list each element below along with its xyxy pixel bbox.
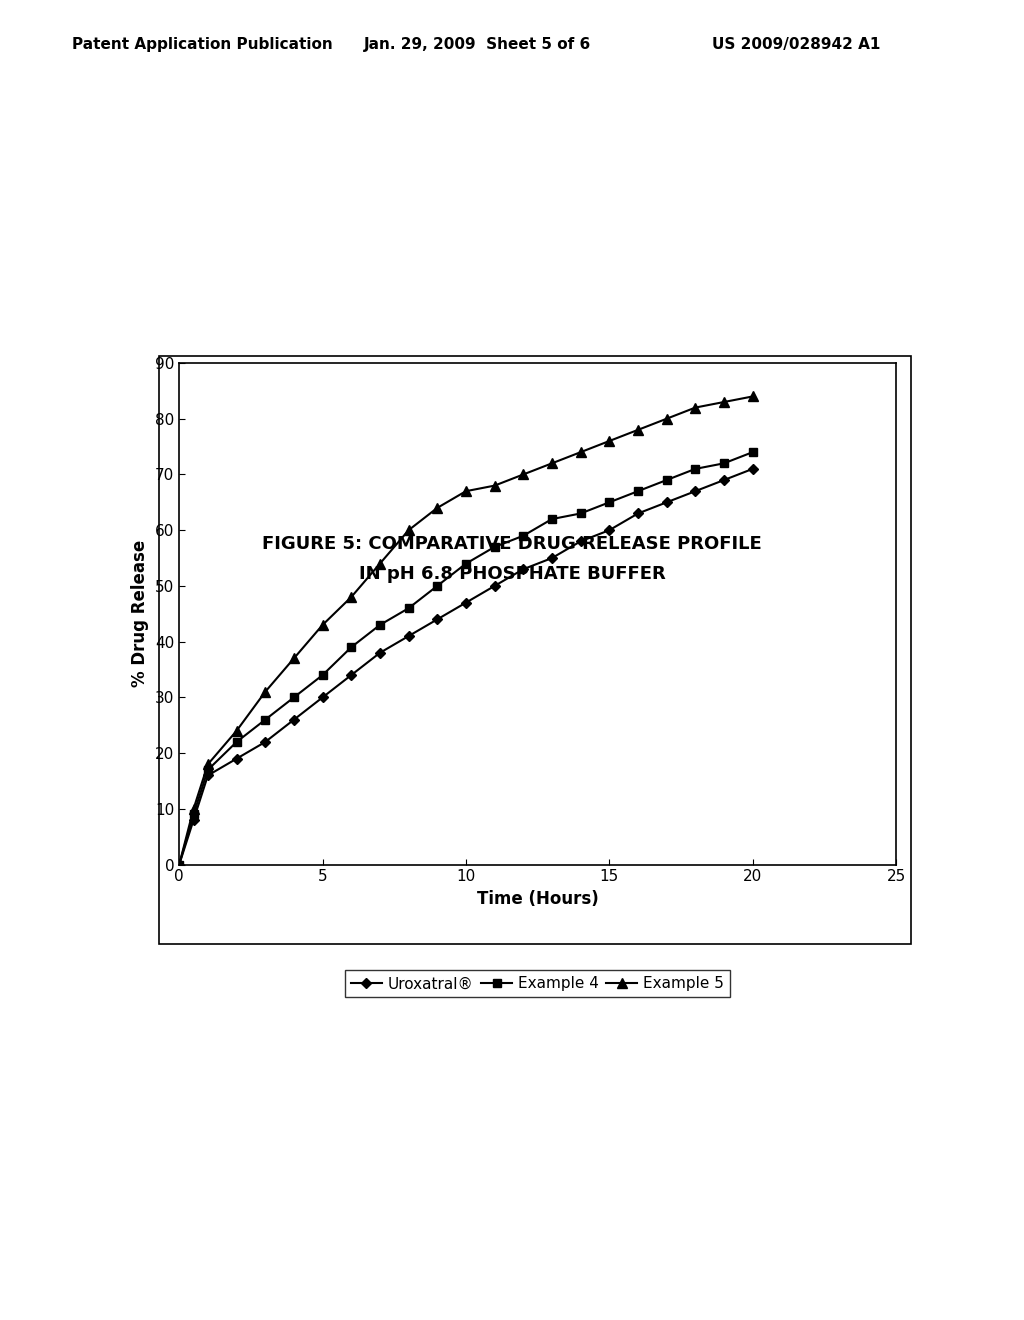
Text: US 2009/028942 A1: US 2009/028942 A1 (712, 37, 880, 51)
Example 5 (187, 801, 200, 817)
Example 5 (488, 478, 501, 494)
Example 4 (402, 601, 415, 616)
Example 4 (202, 762, 214, 777)
Uroxatral® (202, 767, 214, 783)
Example 4 (345, 639, 357, 655)
Example 5 (460, 483, 472, 499)
Uroxatral® (402, 628, 415, 644)
Uroxatral® (345, 667, 357, 682)
Example 4 (718, 455, 730, 471)
Example 5 (259, 684, 271, 700)
Example 4 (574, 506, 587, 521)
Example 5 (632, 422, 644, 438)
Example 4 (259, 711, 271, 727)
Uroxatral® (632, 506, 644, 521)
Example 4 (488, 539, 501, 554)
Example 5 (517, 466, 529, 482)
Example 4 (173, 857, 185, 873)
Line: Uroxatral®: Uroxatral® (175, 465, 757, 869)
Example 5 (230, 723, 243, 739)
Uroxatral® (460, 595, 472, 611)
Example 4 (546, 511, 558, 527)
Uroxatral® (431, 611, 443, 627)
Uroxatral® (546, 550, 558, 566)
Line: Example 4: Example 4 (175, 449, 757, 869)
Uroxatral® (259, 734, 271, 750)
Example 5 (374, 556, 386, 572)
Text: Jan. 29, 2009  Sheet 5 of 6: Jan. 29, 2009 Sheet 5 of 6 (364, 37, 591, 51)
Example 4 (632, 483, 644, 499)
Uroxatral® (574, 533, 587, 549)
Uroxatral® (603, 523, 615, 539)
Uroxatral® (488, 578, 501, 594)
Example 5 (345, 589, 357, 605)
Uroxatral® (689, 483, 701, 499)
Example 4 (374, 616, 386, 632)
Uroxatral® (173, 857, 185, 873)
Example 5 (316, 616, 329, 632)
Uroxatral® (374, 645, 386, 661)
Example 4 (288, 689, 300, 705)
Example 4 (746, 445, 759, 461)
Example 5 (746, 388, 759, 404)
Example 4 (517, 528, 529, 544)
Example 5 (202, 756, 214, 772)
Example 5 (402, 523, 415, 539)
Text: FIGURE 5: COMPARATIVE DRUG RELEASE PROFILE: FIGURE 5: COMPARATIVE DRUG RELEASE PROFI… (262, 535, 762, 553)
Example 4 (316, 667, 329, 682)
Uroxatral® (316, 689, 329, 705)
Uroxatral® (718, 473, 730, 488)
Uroxatral® (746, 461, 759, 477)
Example 4 (431, 578, 443, 594)
Example 5 (603, 433, 615, 449)
Example 5 (431, 500, 443, 516)
Y-axis label: % Drug Release: % Drug Release (131, 540, 150, 688)
Uroxatral® (660, 495, 673, 511)
X-axis label: Time (Hours): Time (Hours) (477, 890, 598, 908)
Example 5 (173, 857, 185, 873)
Example 4 (603, 495, 615, 511)
Legend: Uroxatral®, Example 4, Example 5: Uroxatral®, Example 4, Example 5 (345, 970, 730, 998)
Uroxatral® (288, 711, 300, 727)
Example 5 (288, 651, 300, 667)
Example 5 (546, 455, 558, 471)
Uroxatral® (517, 561, 529, 577)
Line: Example 5: Example 5 (175, 392, 757, 869)
Example 4 (187, 807, 200, 822)
Uroxatral® (230, 751, 243, 767)
Uroxatral® (187, 812, 200, 828)
Example 4 (660, 473, 673, 488)
Example 4 (460, 556, 472, 572)
Text: IN pH 6.8 PHOSPHATE BUFFER: IN pH 6.8 PHOSPHATE BUFFER (358, 565, 666, 583)
Example 5 (718, 395, 730, 411)
Example 5 (660, 411, 673, 426)
Example 5 (574, 445, 587, 461)
Text: Patent Application Publication: Patent Application Publication (72, 37, 333, 51)
Example 4 (689, 461, 701, 477)
Example 5 (689, 400, 701, 416)
Example 4 (230, 734, 243, 750)
